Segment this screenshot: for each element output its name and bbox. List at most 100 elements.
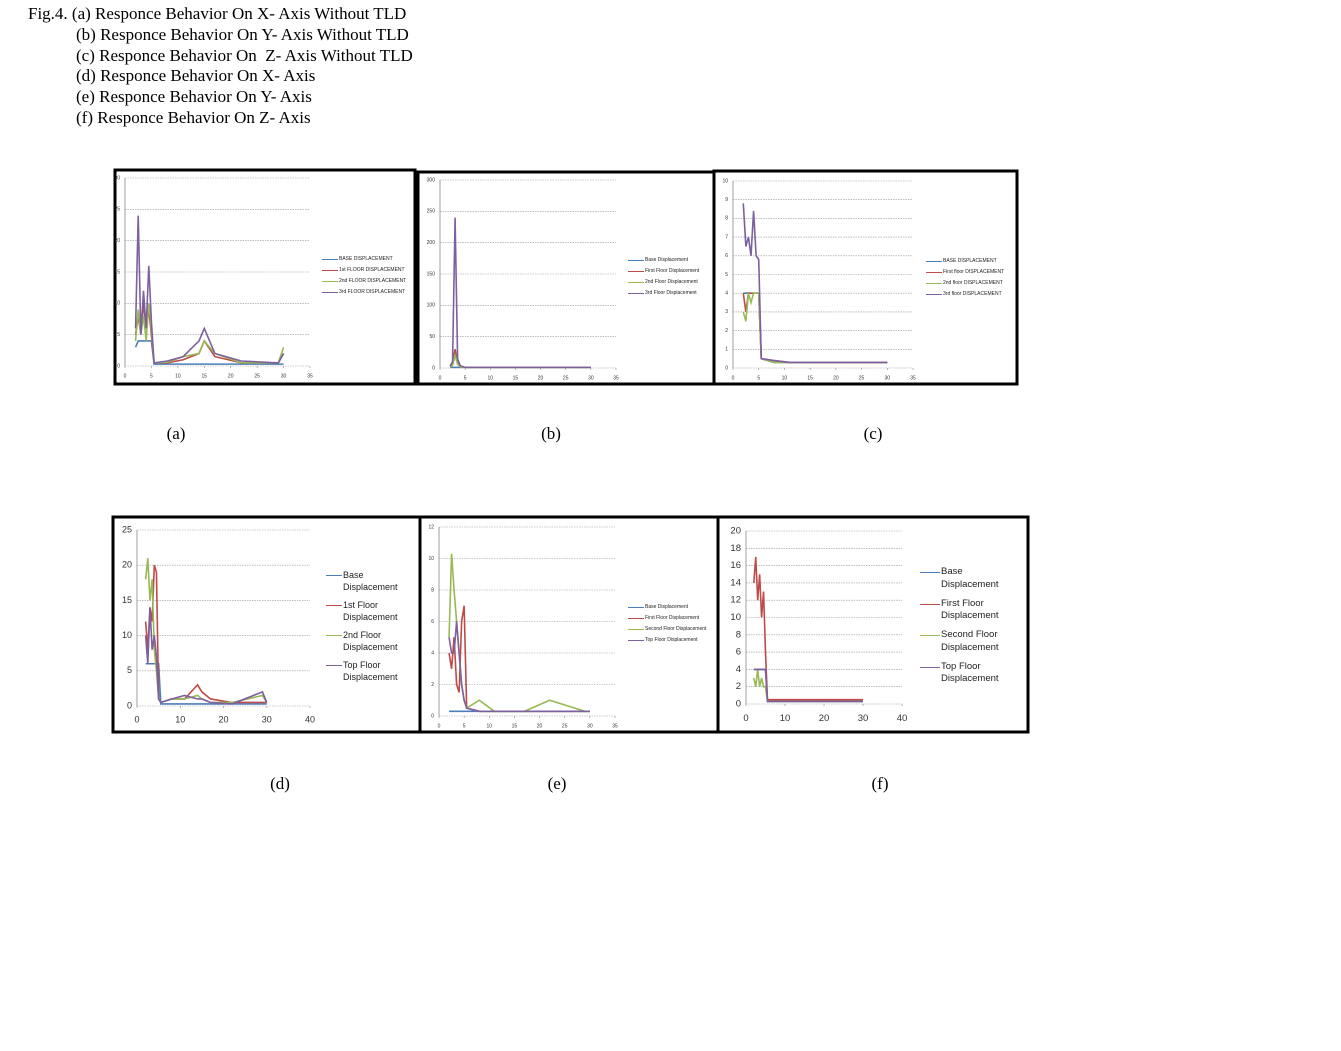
legend-label: BASE DISPLACEMENT [339,256,393,262]
subfigure-caption: (a) [166,424,186,443]
legend-label: 2nd Floor Displacement [645,279,698,285]
y-tick-label: 25 [114,207,120,213]
y-tick-label: 0 [127,700,132,710]
caption-line: (e) Responce Behavior On Y- Axis [76,87,312,106]
y-tick-label: 150 [427,271,436,277]
y-tick-label: 4 [431,650,434,656]
legend-label: Base Displacement [645,604,689,610]
legend-swatch [326,635,342,637]
y-tick-label: 300 [427,177,436,183]
legend-item: Top Floor Displacement [628,637,716,648]
x-tick-label: 40 [305,714,315,724]
y-tick-label: 5 [117,332,120,338]
series-line [753,556,863,701]
x-tick-label: 5 [150,373,153,379]
legend-label: 3rd FLOOR DISPLACEMENT [339,289,406,295]
legend-swatch [920,666,940,668]
x-tick-label: 5 [463,723,466,729]
x-tick-label: 0 [743,713,748,724]
x-tick-label: 25 [562,723,568,729]
y-tick-label: 7 [725,234,728,240]
legend-swatch [628,260,644,262]
x-tick-label: 5 [757,375,760,381]
x-tick-label: 10 [488,375,494,381]
legend-label: Top Floor Displacement [645,637,698,643]
legend-item: First floor DISPLACEMENT [926,269,1014,280]
legend-item: Base Displacement [628,604,716,615]
legend-label: 3rd floor DISPLACEMENT [943,291,1002,297]
legend-item: First Floor Displacement [628,615,716,626]
y-tick-label: 6 [736,647,741,658]
x-tick-label: 20 [537,723,543,729]
x-tick-label: 15 [513,375,519,381]
y-tick-label: 14 [730,577,741,588]
legend-label: First Floor Displacement [645,615,700,621]
legend-swatch [322,292,338,294]
legend-label: Top Floor Displacement [941,660,999,685]
x-tick-label: 10 [175,373,181,379]
x-tick-label: 20 [538,375,544,381]
legend-label: First Floor Displacement [645,268,700,274]
y-tick-label: 4 [725,291,728,297]
y-tick-label: 10 [114,301,120,307]
subfigure-caption: (d) [270,774,290,793]
x-tick-label: 15 [807,375,813,381]
x-tick-label: 40 [897,713,908,724]
y-tick-label: 0 [117,363,120,369]
x-tick-label: 30 [587,723,593,729]
y-tick-label: 50 [429,334,435,340]
legend-item: 2nd floor DISPLACEMENT [926,280,1014,291]
legend: Base Displacement 1st Floor Displacement 2… [326,569,411,689]
legend-label: First floor DISPLACEMENT [943,269,1005,275]
x-tick-label: 25 [563,375,569,381]
legend-label: 3rd Floor Displacement [645,290,697,296]
x-tick-label: 10 [175,714,185,724]
y-tick-label: 30 [114,175,120,181]
x-tick-label: 30 [281,373,287,379]
legend-swatch [920,603,940,605]
y-tick-label: 0 [432,365,435,371]
series-line [742,203,888,364]
x-tick-label: 10 [487,723,493,729]
y-tick-label: 12 [730,595,741,606]
legend-label: 2nd FLOOR DISPLACEMENT [339,278,407,284]
y-tick-label: 1 [725,347,728,353]
legend-label: Base Displacement [645,257,689,263]
y-tick-label: 20 [730,526,741,537]
y-tick-label: 16 [730,560,741,571]
legend-item: 1st FLOOR DISPLACEMENT [322,267,412,278]
x-tick-label: 0 [134,714,139,724]
legend-label: Top Floor Displacement [343,660,398,683]
y-tick-label: 6 [431,619,434,625]
x-tick-label: 10 [780,713,791,724]
legend-label: Base Displacement [343,570,398,593]
y-tick-label: 10 [730,612,741,623]
y-tick-label: 25 [122,524,132,534]
legend-swatch [920,635,940,637]
series-line [144,607,268,705]
chart-frame [111,515,422,734]
legend-label: BASE DISPLACEMENT [943,258,997,264]
y-tick-label: 15 [122,595,132,605]
x-tick-label: 30 [588,375,594,381]
subfigure-caption: (b) [541,424,561,443]
legend-item: Second Floor Displacement [628,626,716,637]
x-tick-label: 30 [262,714,272,724]
series-line [134,215,285,364]
y-tick-label: 0 [736,699,741,710]
legend-swatch [926,294,942,296]
series-line [753,668,863,703]
caption-line: (f) Responce Behavior On Z- Axis [76,108,311,127]
legend-swatch [628,618,644,620]
legend: Base Displacement First Floor Displacemen… [628,604,716,648]
legend-label: Second Floor Displacement [645,626,707,632]
y-tick-label: 20 [114,238,120,244]
legend-item: First Floor Displacement [628,268,713,279]
y-tick-label: 20 [122,560,132,570]
legend: BASE DISPLACEMENT 1st FLOOR DISPLACEMENT 2… [322,256,412,300]
y-tick-label: 200 [427,240,436,246]
x-tick-label: 20 [218,714,228,724]
chart-frame [113,168,417,386]
x-tick-label: 15 [202,373,208,379]
x-tick-label: 0 [438,723,441,729]
